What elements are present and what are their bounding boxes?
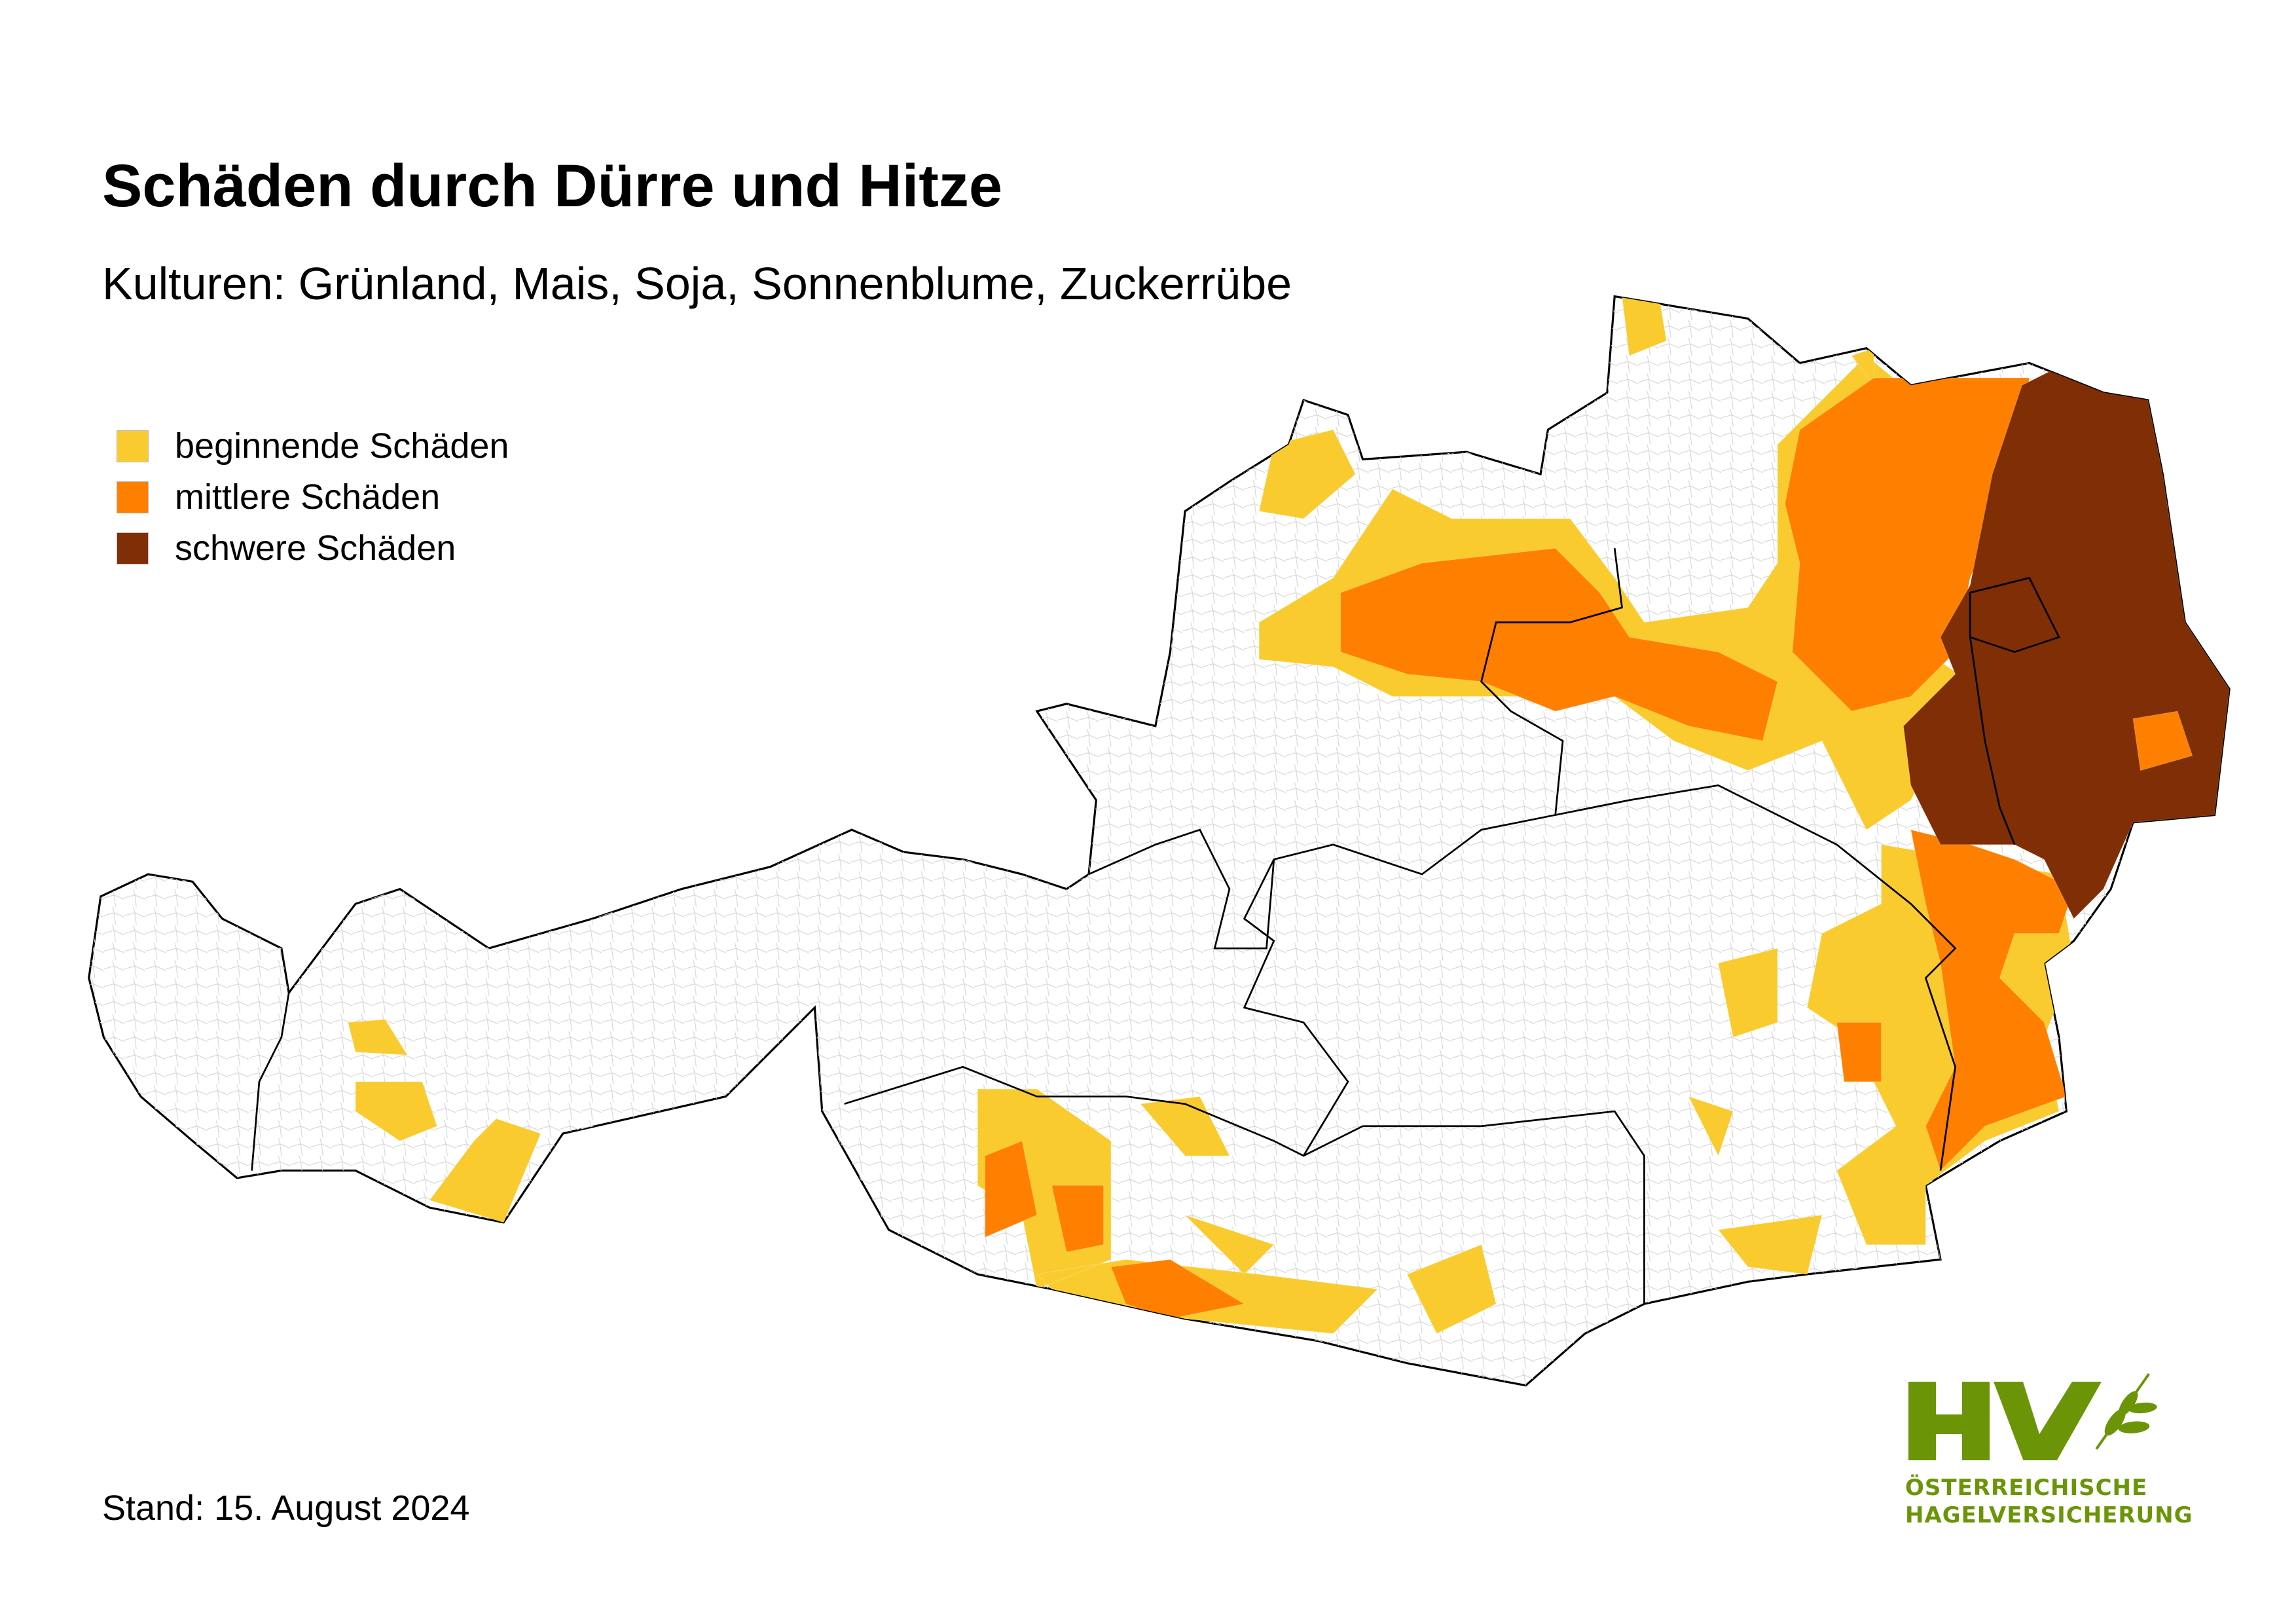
region-beginnende	[348, 1019, 541, 1223]
legend-item-mittlere: mittlere Schäden	[117, 471, 509, 523]
legend-swatch	[117, 481, 149, 513]
region-beginnende	[1688, 948, 1823, 1275]
map-title: Schäden durch Dürre und Hitze	[102, 153, 1003, 219]
region-mittlere	[1340, 547, 1778, 741]
date-stamp: Stand: 15. August 2024	[102, 1488, 470, 1528]
region-mittlere	[2132, 710, 2193, 771]
legend: beginnende Schäden mittlere Schäden schw…	[117, 420, 509, 574]
wheat-logo-icon	[1908, 1373, 2157, 1460]
region-beginnende	[1258, 296, 1874, 519]
map-subtitle: Kulturen: Grünland, Mais, Soja, Sonnenbl…	[102, 258, 1292, 309]
logo-line2: HAGELVERSICHERUNG	[1905, 1502, 2193, 1528]
legend-label: schwere Schäden	[175, 528, 456, 568]
state-borders	[251, 548, 2060, 1304]
legend-item-beginnende: beginnende Schäden	[117, 420, 509, 471]
logo-line1: ÖSTERREICHISCHE	[1905, 1475, 2148, 1501]
region-beginnende	[977, 1088, 1497, 1335]
region-mittlere	[985, 1022, 1882, 1320]
region-mittlere	[1784, 377, 2030, 712]
legend-swatch	[117, 532, 149, 564]
legend-label: mittlere Schäden	[175, 477, 441, 517]
legend-swatch	[117, 430, 149, 462]
damage-regions	[348, 296, 2230, 1335]
hv-logo: ÖSTERREICHISCHE HAGELVERSICHERUNG	[1886, 1362, 2200, 1532]
legend-item-schwere: schwere Schäden	[117, 523, 509, 574]
region-mittlere	[1910, 829, 2075, 1172]
legend-label: beginnende Schäden	[175, 426, 509, 466]
